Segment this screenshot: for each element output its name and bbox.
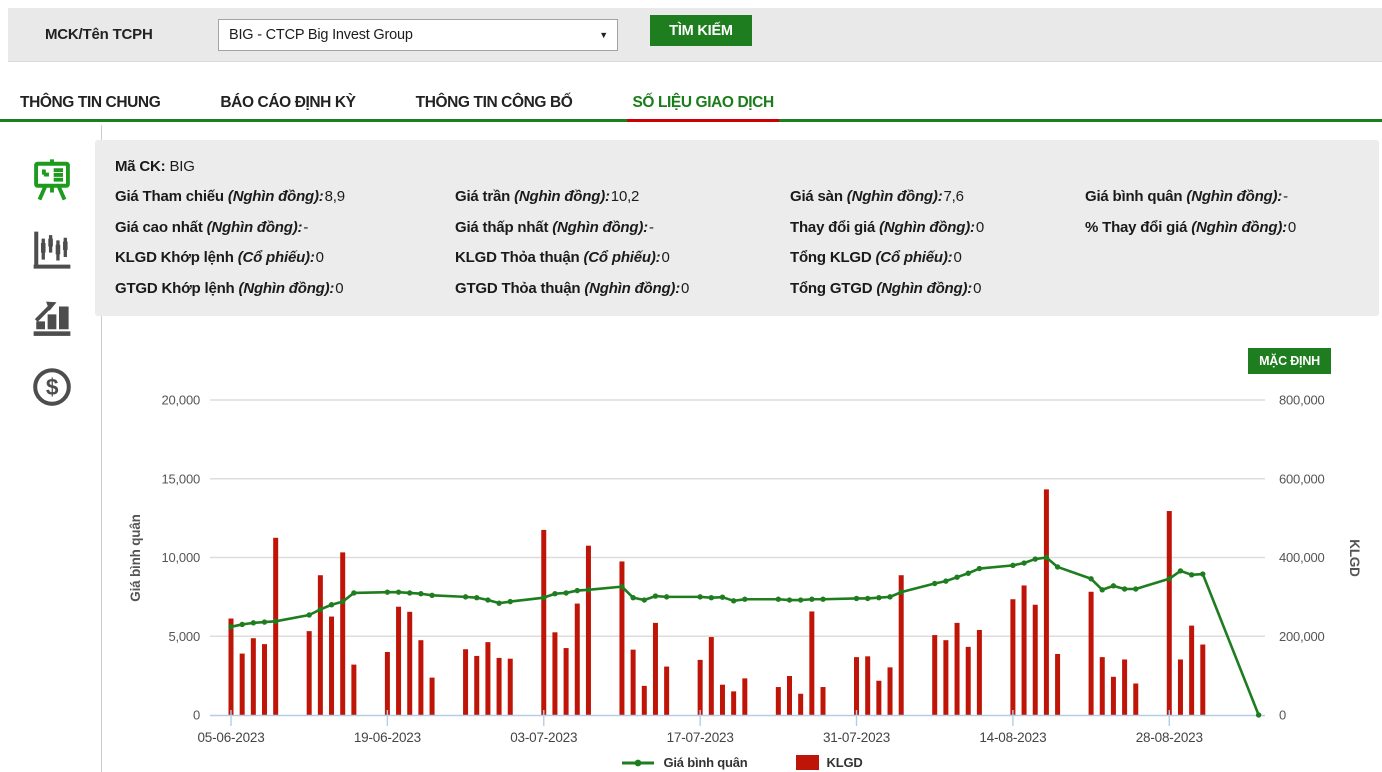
presentation-board-icon[interactable] [31, 158, 73, 202]
svg-text:600,000: 600,000 [1279, 471, 1325, 486]
info-field-thay-doi-gia: Thay đổi giá (Nghìn đồng):0 [790, 218, 984, 236]
info-field-gia-thap-nhat: Giá thấp nhất (Nghìn đồng):- [455, 218, 654, 236]
svg-text:17-07-2023: 17-07-2023 [667, 730, 734, 745]
legend-item-klgd[interactable]: KLGD [795, 755, 863, 770]
svg-text:0: 0 [1279, 708, 1286, 723]
svg-text:200,000: 200,000 [1279, 629, 1325, 644]
info-field-gia-san: Giá sàn (Nghìn đồng):7,6 [790, 188, 964, 205]
issuer-label: MCK/Tên TCPH [45, 26, 153, 43]
info-field-gia-tran: Giá trần (Nghìn đồng):10,2 [455, 188, 640, 205]
svg-text:19-06-2023: 19-06-2023 [354, 730, 421, 745]
info-grid: Giá Tham chiếu (Nghìn đồng):8,9 Giá trần(… [115, 182, 1379, 304]
tab-bao-cao-dinh-ky[interactable]: BÁO CÁO ĐỊNH KỲ [220, 94, 356, 111]
svg-text:$: $ [46, 374, 59, 400]
info-grid-spacer [1085, 274, 1379, 305]
trading-chart-section: MẶC ĐỊNH 05-06-2023 19-06-2023 03-07-2023 1… [102, 330, 1382, 772]
svg-text:03-07-2023: 03-07-2023 [510, 730, 577, 745]
default-view-button[interactable]: MẶC ĐỊNH [1248, 348, 1331, 374]
tab-so-lieu-giao-dich[interactable]: SỐ LIỆU GIAO DỊCH [627, 86, 780, 122]
svg-text:28-08-2023: 28-08-2023 [1136, 730, 1203, 745]
legend-label: KLGD [826, 755, 863, 770]
info-field-tong-gtgd: Tổng GTGD (Nghìn đồng):0 [790, 279, 982, 297]
info-field-gia-cao-nhat: Giá cao nhất (Nghìn đồng):- [115, 218, 309, 236]
info-panel: Mã CK: BIG Giá Tham chiếu (Nghìn đồng):8,… [95, 140, 1379, 316]
bar-swatch-icon [795, 755, 819, 770]
tab-thong-tin-cong-bo[interactable]: THÔNG TIN CÔNG BỐ [415, 94, 573, 111]
svg-text:05-06-2023: 05-06-2023 [197, 730, 264, 745]
legend-item-gia-binh-quan[interactable]: Giá bình quân [621, 755, 748, 770]
svg-text:Giá bình quân: Giá bình quân [128, 514, 143, 601]
info-field-gtgd-thoa-thuan: GTGD Thỏa thuận (Nghìn đồng):0 [455, 279, 690, 297]
svg-text:KLGD: KLGD [1347, 539, 1362, 577]
tab-thong-tin-chung[interactable]: THÔNG TIN CHUNG [20, 94, 161, 111]
info-field-klgd-thoa-thuan: KLGD Thỏa thuận (Cổ phiếu):0 [455, 249, 670, 266]
info-field-pct-thay-doi-gia: % Thay đổi giá (Nghìn đồng):0 [1085, 218, 1297, 236]
svg-text:15,000: 15,000 [161, 471, 200, 486]
legend-label: Giá bình quân [663, 755, 748, 770]
svg-text:400,000: 400,000 [1279, 550, 1325, 565]
tab-bar: THÔNG TIN CHUNG BÁO CÁO ĐỊNH KỲ THÔNG TI… [0, 86, 1382, 122]
svg-text:5,000: 5,000 [168, 629, 200, 644]
chevron-down-icon: ▼ [599, 30, 608, 40]
bar-chart-growth-icon[interactable] [31, 295, 73, 339]
svg-text:0: 0 [193, 708, 200, 723]
svg-text:31-07-2023: 31-07-2023 [823, 730, 890, 745]
search-bar: MCK/Tên TCPH BIG - CTCP Big Invest Group… [8, 8, 1382, 62]
svg-text:20,000: 20,000 [161, 393, 200, 408]
search-button[interactable]: TÌM KIẾM [650, 15, 752, 46]
info-field-gia-binh-quan: Giá bình quân (Nghìn đồng):- [1085, 188, 1288, 205]
info-field-ma-ck: Mã CK: BIG [115, 158, 195, 175]
dollar-coin-icon[interactable]: $ [31, 365, 73, 409]
svg-text:10,000: 10,000 [161, 550, 200, 565]
candlestick-chart-icon[interactable] [31, 228, 73, 272]
info-field-tong-klgd: Tổng KLGD (Cổ phiếu):0 [790, 249, 962, 266]
svg-text:800,000: 800,000 [1279, 393, 1325, 408]
line-marker-icon [622, 759, 655, 766]
info-grid-spacer [1085, 243, 1379, 274]
issuer-select[interactable]: BIG - CTCP Big Invest Group ▼ [218, 19, 618, 51]
sidebar: $ [0, 125, 102, 772]
svg-text:14-08-2023: 14-08-2023 [979, 730, 1046, 745]
info-field-gia-tham-chieu: Giá Tham chiếu (Nghìn đồng):8,9 [115, 188, 345, 205]
trading-chart: 05-06-2023 19-06-2023 03-07-2023 17-07-2023… [128, 393, 1362, 746]
issuer-select-value: BIG - CTCP Big Invest Group [229, 27, 413, 43]
info-field-gtgd-khop-lenh: GTGD Khớp lệnh (Nghìn đồng):0 [115, 279, 344, 297]
chart-legend: Giá bình quân KLGD [102, 755, 1382, 770]
info-field-klgd-khop-lenh: KLGD Khớp lệnh (Cổ phiếu):0 [115, 249, 324, 266]
